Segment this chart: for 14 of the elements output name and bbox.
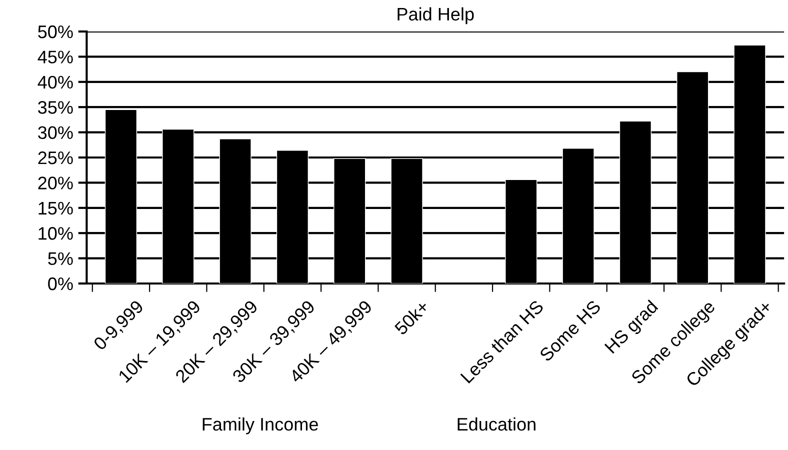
y-tick-label: 15% <box>38 202 73 215</box>
text: Education <box>458 417 536 431</box>
y-tick-label: 35% <box>38 101 73 114</box>
text: Family Income <box>202 417 318 434</box>
y-tick-label: 40% <box>38 76 73 89</box>
y-tick-label: 25% <box>38 151 73 164</box>
y-tick-label: 45% <box>38 50 73 64</box>
y-tick-label: 20% <box>38 176 73 190</box>
y-tick-label: 0% <box>48 277 73 290</box>
chart-title: Paid Help <box>398 7 474 24</box>
y-tick-label: 50% <box>38 25 73 38</box>
y-tick-label: 30% <box>38 126 73 140</box>
y-tick-label: 10% <box>38 227 73 240</box>
y-tick-label: 5% <box>48 252 73 266</box>
